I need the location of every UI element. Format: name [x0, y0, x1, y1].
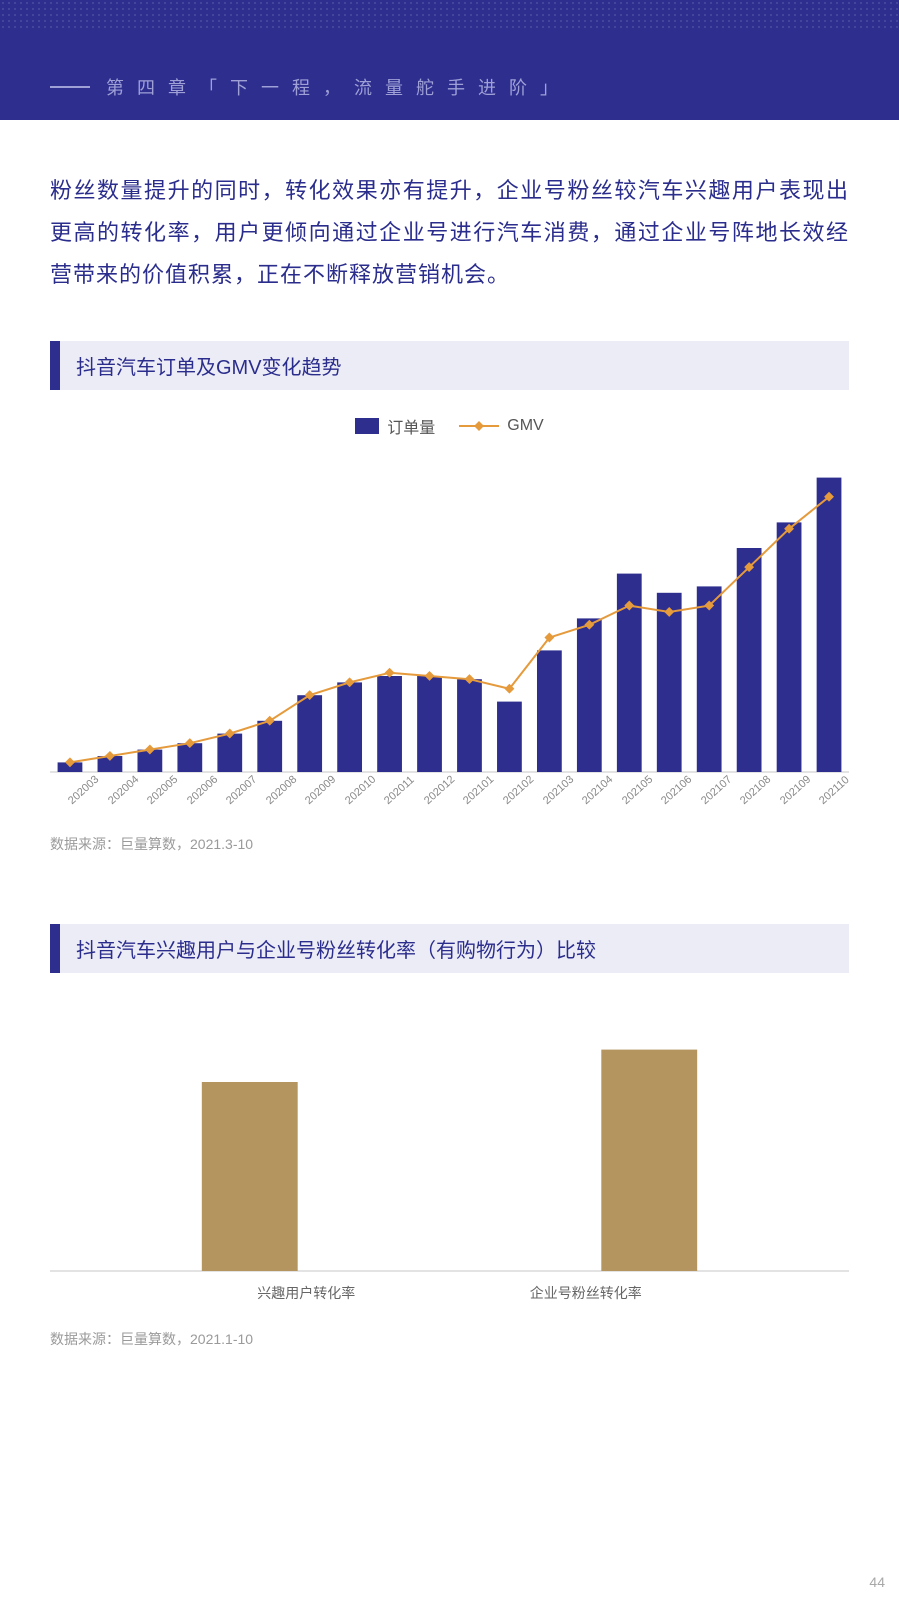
chart2-plot	[50, 997, 849, 1277]
chart2-container: 兴趣用户转化率 企业号粉丝转化率 数据来源：巨量算数，2021.1-10	[50, 997, 849, 1349]
legend-bar-icon	[355, 418, 379, 434]
chart2-x-tick: 兴趣用户转化率	[257, 1283, 355, 1303]
chart2-svg	[50, 997, 849, 1277]
chart2-x-labels: 兴趣用户转化率 企业号粉丝转化率	[50, 1283, 849, 1303]
chapter-line: 第 四 章 「 下 一 程 ， 流 量 舵 手 进 阶 」	[50, 74, 562, 100]
chart2-title: 抖音汽车兴趣用户与企业号粉丝转化率（有购物行为）比较	[50, 924, 849, 973]
legend-line-icon	[459, 425, 499, 427]
chart1-x-labels: 2020032020042020052020062020072020082020…	[50, 780, 849, 792]
chart1-source: 数据来源：巨量算数，2021.3-10	[50, 834, 849, 854]
page-number: 44	[869, 1574, 885, 1590]
legend-bar: 订单量	[355, 414, 435, 438]
chart1-legend: 订单量 GMV	[50, 414, 849, 438]
header-band: 第 四 章 「 下 一 程 ， 流 量 舵 手 进 阶 」	[0, 0, 899, 120]
chart1-title: 抖音汽车订单及GMV变化趋势	[50, 341, 849, 390]
page-content: 粉丝数量提升的同时，转化效果亦有提升，企业号粉丝较汽车兴趣用户表现出更高的转化率…	[0, 120, 899, 1349]
chart1-svg	[50, 448, 849, 778]
body-paragraph: 粉丝数量提升的同时，转化效果亦有提升，企业号粉丝较汽车兴趣用户表现出更高的转化率…	[50, 170, 849, 295]
chapter-label: 第 四 章 「 下 一 程 ， 流 量 舵 手 进 阶 」	[106, 74, 562, 100]
legend-line-label: GMV	[507, 417, 543, 435]
legend-line: GMV	[459, 417, 543, 435]
chart1-plot	[50, 448, 849, 778]
chart2-x-tick: 企业号粉丝转化率	[530, 1283, 642, 1303]
legend-bar-label: 订单量	[387, 414, 435, 438]
chart2-source: 数据来源：巨量算数，2021.1-10	[50, 1329, 849, 1349]
chapter-dash-icon	[50, 86, 90, 88]
chart1-container: 订单量 GMV 20200320200420200520200620200720…	[50, 414, 849, 854]
